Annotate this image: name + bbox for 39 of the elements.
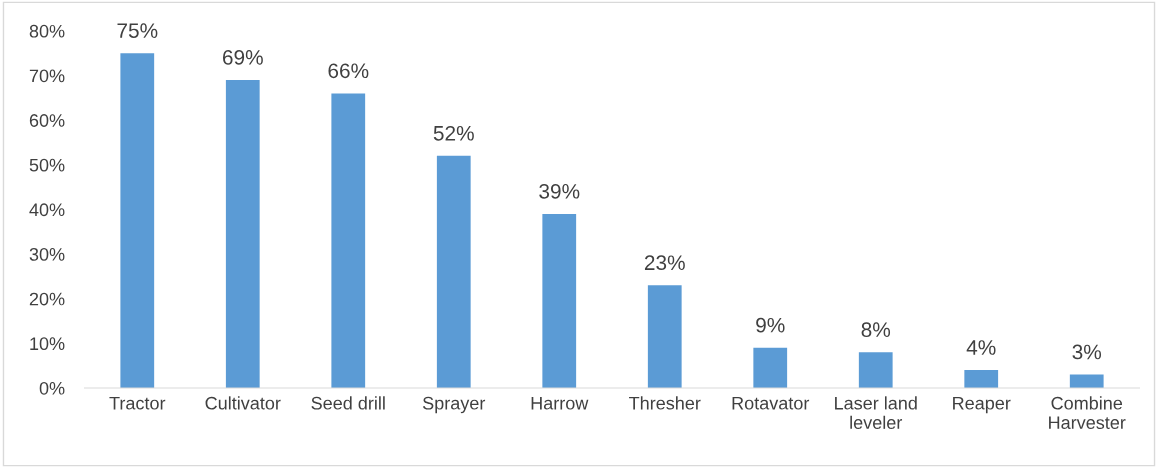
bar — [436, 155, 471, 388]
data-label: 8% — [861, 322, 891, 338]
data-label: 52% — [433, 125, 474, 141]
y-tick-label: 20% — [29, 292, 65, 306]
bar — [1069, 374, 1104, 388]
x-tick-label: Laser land leveler — [835, 396, 917, 430]
y-tick-label: 50% — [29, 158, 65, 172]
x-tick-label: Harrow — [531, 396, 589, 410]
x-tick-label: Reaper — [953, 396, 1011, 414]
bar — [753, 347, 788, 388]
data-label: 4% — [966, 340, 996, 355]
data-label: 3% — [1072, 344, 1102, 360]
data-label: 39% — [539, 183, 580, 199]
data-label: 66% — [328, 63, 369, 79]
bar — [542, 213, 577, 388]
bar — [120, 53, 155, 388]
data-label: 69% — [222, 50, 263, 65]
data-label: 9% — [756, 317, 785, 333]
y-tick-label: 60% — [29, 114, 65, 127]
bar — [964, 370, 999, 388]
x-tick-label: Combine Harvester — [1049, 396, 1126, 430]
bar — [331, 93, 366, 388]
y-tick-label: 70% — [29, 69, 65, 83]
x-tick-label: Cultivator — [205, 396, 281, 410]
x-tick-label: Rotavator — [732, 396, 810, 410]
x-tick-label: Tractor — [109, 396, 166, 410]
bar — [647, 285, 682, 388]
y-tick-label: 80% — [29, 24, 65, 38]
data-label: 23% — [644, 255, 685, 271]
y-tick-label: 10% — [30, 337, 65, 351]
bar — [858, 352, 893, 388]
y-tick-label: 30% — [29, 248, 65, 261]
y-tick-label: 40% — [29, 203, 65, 217]
x-tick-label: Thresher — [629, 396, 701, 410]
x-tick-label: Seed drill — [311, 396, 385, 410]
data-label: 75% — [117, 23, 158, 38]
bar — [225, 79, 260, 388]
x-tick-label: Sprayer — [422, 396, 486, 414]
y-tick-label: 0% — [39, 381, 65, 395]
